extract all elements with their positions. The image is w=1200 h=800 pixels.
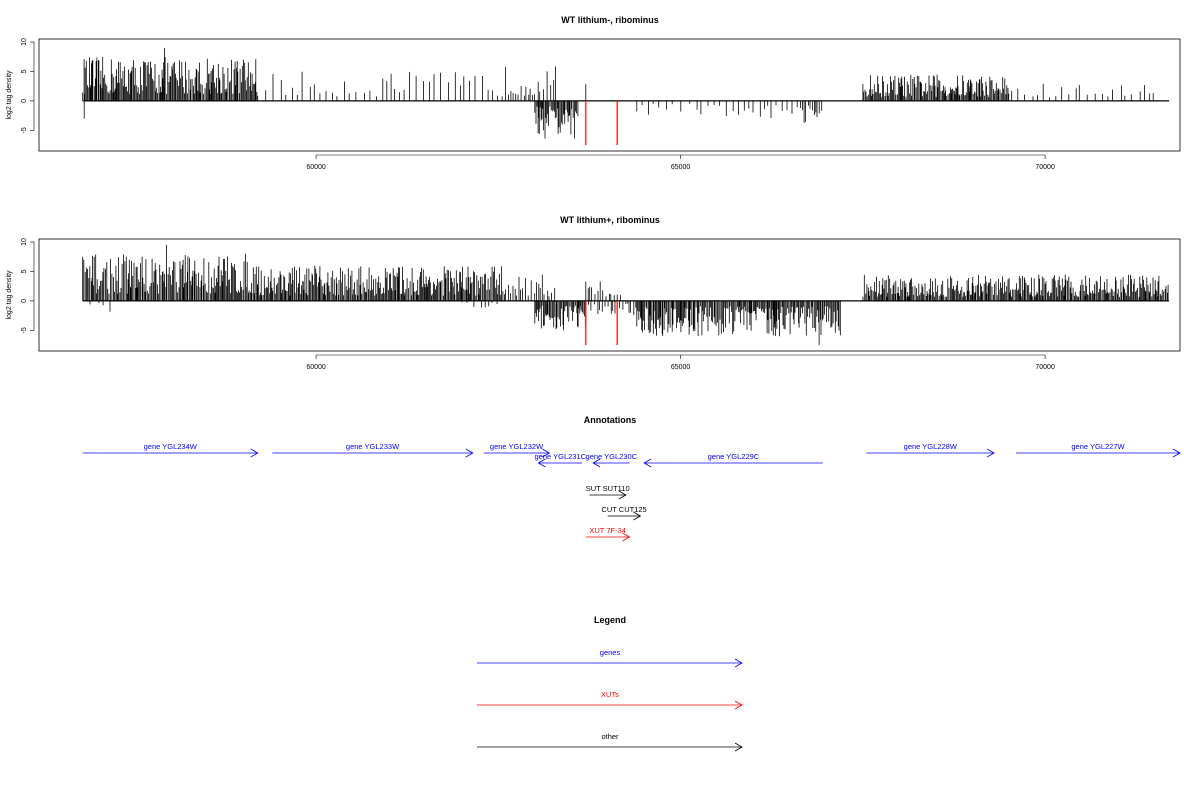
feature-arrowhead — [1172, 448, 1181, 458]
annotation-feature: gene YGL227W — [1015, 442, 1181, 458]
annotation-feature: gene YGL228W — [866, 442, 995, 458]
legend-arrowhead — [734, 700, 743, 710]
y-tick-label: 10 — [21, 38, 28, 46]
annotation-feature: gene YGL233W — [272, 442, 474, 458]
feature-label: SUT SUT110 — [586, 484, 630, 493]
annotation-feature: SUT SUT110 — [586, 484, 630, 500]
feature-arrowhead — [465, 448, 474, 458]
annotation-feature: XUT 7F-34 — [585, 526, 631, 542]
annotation-feature: CUT CUT125 — [601, 505, 647, 521]
feature-label: gene YGL232W — [490, 442, 544, 451]
legend-arrowhead — [734, 742, 743, 752]
y-tick-label: -5 — [21, 127, 28, 133]
feature-arrowhead — [542, 448, 551, 458]
feature-arrowhead — [643, 458, 652, 468]
x-axis: 60000 65000 70000 — [306, 154, 1055, 171]
feature-arrowhead — [537, 458, 546, 468]
x-tick-label: 70000 — [1035, 164, 1055, 171]
x-tick-label: 60000 — [306, 164, 326, 171]
annotation-features: gene YGL234W gene YGL233W gene YGL232Wgene… — [82, 442, 1181, 542]
coverage-panel-lithium-plus: WT lithium+, ribominus log2 tag density … — [6, 215, 1181, 371]
y-tick-label: 0 — [21, 299, 28, 303]
y-axis: 10 5 0 -5 — [21, 238, 35, 333]
annotation-feature: gene YGL230C — [586, 452, 638, 468]
legend-item: genes — [477, 648, 743, 668]
y-tick-label: 10 — [21, 238, 28, 246]
feature-arrowhead — [250, 448, 259, 458]
feature-label: gene YGL228W — [904, 442, 958, 451]
y-tick-label: 5 — [21, 269, 28, 273]
x-tick-label: 60000 — [306, 364, 326, 371]
x-tick-label: 65000 — [671, 364, 691, 371]
legend-arrowhead — [734, 658, 743, 668]
legend-item: XUTs — [477, 690, 743, 710]
feature-arrowhead — [592, 458, 601, 468]
feature-arrowhead — [986, 448, 995, 458]
plot-frame — [38, 238, 1181, 352]
annotation-feature: gene YGL231C — [534, 452, 587, 468]
coverage-panel-lithium-minus: WT lithium-, ribominus log2 tag density … — [6, 15, 1181, 171]
feature-label: gene YGL227W — [1071, 442, 1125, 451]
coverage-bars — [82, 47, 1170, 146]
legend-item: other — [477, 732, 743, 752]
annotation-feature: gene YGL229C — [643, 452, 823, 468]
legend-label: genes — [600, 648, 621, 657]
panel-title: WT lithium+, ribominus — [560, 215, 660, 225]
legend: Legend genes XUTs other — [477, 615, 743, 752]
feature-label: gene YGL233W — [346, 442, 400, 451]
legend-items: genes XUTs other — [477, 648, 743, 752]
x-tick-label: 70000 — [1035, 364, 1055, 371]
annotation-feature: gene YGL234W — [82, 442, 259, 458]
y-axis-label: log2 tag density — [6, 270, 13, 320]
feature-arrowhead — [618, 490, 627, 500]
x-tick-label: 65000 — [671, 164, 691, 171]
y-axis-label: log2 tag density — [6, 70, 13, 120]
annotations-title: Annotations — [584, 415, 637, 425]
y-tick-label: 0 — [21, 99, 28, 103]
feature-arrowhead — [622, 532, 631, 542]
legend-label: XUTs — [601, 690, 619, 699]
panel-title: WT lithium-, ribominus — [561, 15, 659, 25]
plot-frame — [38, 38, 1181, 152]
feature-arrowhead — [633, 511, 642, 521]
coverage-bars — [82, 244, 1170, 346]
annotations-track: Annotations gene YGL234W gene YGL233W gene… — [82, 415, 1181, 542]
feature-label: CUT CUT125 — [601, 505, 646, 514]
feature-label: gene YGL230C — [586, 452, 638, 461]
feature-label: gene YGL231C — [534, 452, 586, 461]
y-tick-label: -5 — [21, 327, 28, 333]
x-axis: 60000 65000 70000 — [306, 354, 1055, 371]
feature-label: gene YGL234W — [144, 442, 198, 451]
feature-label: XUT 7F-34 — [589, 526, 626, 535]
y-tick-label: 5 — [21, 69, 28, 73]
annotation-feature: gene YGL232W — [483, 442, 551, 458]
y-axis: 10 5 0 -5 — [21, 38, 35, 133]
feature-label: gene YGL229C — [708, 452, 760, 461]
legend-title: Legend — [594, 615, 626, 625]
legend-label: other — [601, 732, 619, 741]
